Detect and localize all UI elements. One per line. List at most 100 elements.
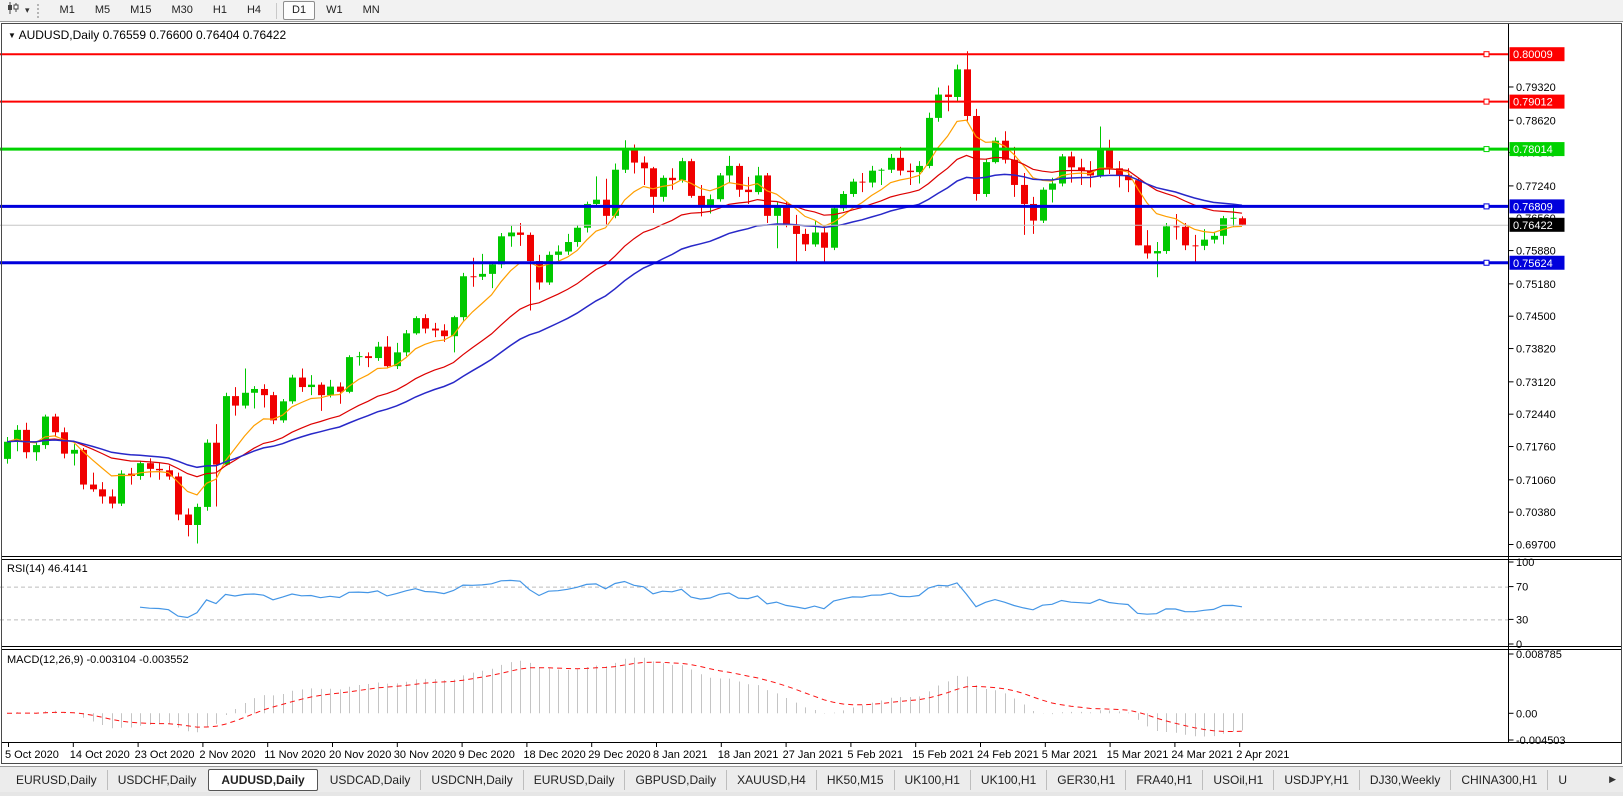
price-axis-tick: 0.75180 — [1516, 279, 1556, 291]
timeframe-button-m15[interactable]: M15 — [130, 4, 152, 16]
macd-histogram — [17, 657, 1243, 737]
price-line-label: 0.75624 — [1513, 258, 1553, 270]
timeframe-button-m1[interactable]: M1 — [59, 4, 75, 16]
line-handle[interactable] — [1483, 203, 1490, 210]
rsi-header: RSI(14) 46.4141 — [7, 563, 88, 575]
time-axis-label: 5 Mar 2021 — [1042, 749, 1098, 761]
price-axis-tick: 0.71760 — [1516, 442, 1556, 454]
macd-axis-tick: -0.004503 — [1516, 735, 1566, 747]
toolbar-separator — [276, 2, 278, 19]
symbol-tab-usoil-13[interactable]: USOil,H1 — [1202, 769, 1273, 790]
macd-header: MACD(12,26,9) -0.003104 -0.003552 — [7, 654, 189, 666]
price-axis-tick: 0.71060 — [1516, 475, 1556, 487]
time-axis-label: 24 Feb 2021 — [977, 749, 1039, 761]
timeframe-button-h1[interactable]: H1 — [212, 4, 227, 16]
symbol-tab-usdchf-1[interactable]: USDCHF,Daily — [106, 769, 207, 790]
time-axis-label: 5 Feb 2021 — [847, 749, 903, 761]
time-axis-label: 18 Dec 2020 — [523, 749, 585, 761]
rsi-axis-tick: 100 — [1516, 557, 1534, 569]
symbol-tab-dj30-15[interactable]: DJ30,Weekly — [1358, 769, 1450, 790]
timeframe-buttons: M1 M5 M15 M30 H1 H4 D1 W1 MN — [50, 1, 390, 20]
timeframe-button-mn[interactable]: MN — [362, 4, 380, 16]
time-axis-label: 30 Nov 2020 — [394, 749, 456, 761]
rsi-axis-tick: 0 — [1516, 639, 1522, 651]
collapse-triangle-icon[interactable]: ▼ — [8, 31, 16, 40]
time-axis-label: 8 Jan 2021 — [653, 749, 707, 761]
price-line-label: 0.79012 — [1513, 97, 1553, 109]
chart-type-button[interactable] — [4, 2, 22, 19]
symbol-tab-u-17[interactable]: U — [1547, 769, 1577, 790]
tab-scroll-right-icon[interactable]: ▶ — [1609, 774, 1616, 784]
price-line-label: 0.76809 — [1513, 201, 1553, 213]
ma-slow-line — [6, 173, 1243, 469]
symbol-tab-ger30-11[interactable]: GER30,H1 — [1046, 769, 1125, 790]
symbol-tab-usdjpy-14[interactable]: USDJPY,H1 — [1273, 769, 1358, 790]
price-axis-tick: 0.73120 — [1516, 377, 1556, 389]
macd-axis[interactable]: 0.008785 0.00 -0.004503 — [1508, 649, 1566, 747]
price-axis-tick: 0.74500 — [1516, 311, 1556, 323]
timeframe-button-m30[interactable]: M30 — [171, 4, 193, 16]
line-handle[interactable] — [1483, 98, 1490, 105]
symbol-tab-usdcad-3[interactable]: USDCAD,Daily — [329, 772, 411, 787]
toolbar-grip — [36, 3, 44, 18]
timeframe-button-d1[interactable]: D1 — [283, 1, 316, 20]
symbol-tab-hk50-8[interactable]: HK50,M15 — [815, 769, 894, 790]
price-axis-tick: 0.73820 — [1516, 344, 1556, 356]
line-handle[interactable] — [1483, 51, 1490, 58]
time-axis-label: 24 Mar 2021 — [1171, 749, 1233, 761]
time-axis-label: 20 Nov 2020 — [329, 749, 391, 761]
chart-ohlc-values: 0.76559 0.76600 0.76404 0.76422 — [102, 28, 287, 42]
timeframe-button-m5[interactable]: M5 — [94, 4, 111, 16]
macd-signal-line — [6, 661, 1243, 733]
time-axis-label: 11 Nov 2020 — [264, 749, 326, 761]
symbol-tab-eurusd-5[interactable]: EURUSD,Daily — [522, 769, 625, 790]
candlesticks — [4, 51, 1246, 544]
symbol-tab-uk100-9[interactable]: UK100,H1 — [893, 769, 970, 790]
time-axis-label: 2 Nov 2020 — [199, 749, 255, 761]
time-axis-label: 15 Feb 2021 — [912, 749, 974, 761]
timeframe-button-w1[interactable]: W1 — [326, 4, 343, 16]
macd-axis-tick: 0.008785 — [1516, 649, 1562, 661]
symbol-tab-china300-16[interactable]: CHINA300,H1 — [1450, 769, 1547, 790]
status-strip — [0, 792, 1623, 796]
rsi-axis[interactable]: 100 70 30 0 — [1508, 557, 1535, 651]
timeframe-button-h4[interactable]: H4 — [246, 4, 262, 16]
time-axis[interactable]: 5 Oct 2020 14 Oct 2020 23 Oct 2020 2 Nov 20… — [5, 742, 1289, 761]
chevron-down-icon[interactable]: ▾ — [25, 5, 30, 15]
symbol-tab-fra40-12[interactable]: FRA40,H1 — [1125, 769, 1202, 790]
price-axis[interactable]: 0.793200.786200.779400.772400.765600.758… — [1508, 82, 1556, 552]
chart-canvas[interactable]: 0.793200.786200.779400.772400.765600.758… — [0, 22, 1623, 766]
rsi-level-lines — [0, 586, 1508, 621]
panel-borders — [1, 23, 1622, 764]
rsi-line — [139, 579, 1243, 619]
price-axis-tick: 0.70380 — [1516, 507, 1556, 519]
time-axis-label: 23 Oct 2020 — [135, 749, 195, 761]
line-handle[interactable] — [1483, 146, 1490, 153]
chart-title: ▼ AUDUSD,Daily 0.76559 0.76600 0.76404 0… — [8, 28, 286, 42]
symbol-tab-audusd-2[interactable]: AUDUSD,Daily — [208, 768, 318, 791]
time-axis-label: 27 Jan 2021 — [783, 749, 844, 761]
line-handle[interactable] — [1483, 259, 1490, 266]
price-axis-tick: 0.75880 — [1516, 246, 1556, 258]
time-axis-label: 29 Dec 2020 — [588, 749, 650, 761]
time-axis-label: 14 Oct 2020 — [70, 749, 130, 761]
price-line-label: 0.76422 — [1513, 220, 1553, 232]
chart-window[interactable]: 0.793200.786200.779400.772400.765600.758… — [0, 22, 1623, 766]
time-axis-label: 5 Oct 2020 — [5, 749, 59, 761]
price-axis-tick: 0.72440 — [1516, 409, 1556, 421]
time-axis-label: 9 Dec 2020 — [459, 749, 515, 761]
symbol-tab-uk100-10[interactable]: UK100,H1 — [969, 769, 1046, 790]
symbol-tab-eurusd-0[interactable]: EURUSD,Daily — [16, 772, 97, 787]
time-axis-label: 18 Jan 2021 — [718, 749, 779, 761]
timeframe-toolbar: ▾ M1 M5 M15 M30 H1 H4 D1 W1 MN — [0, 0, 1623, 22]
price-line-label: 0.80009 — [1513, 49, 1553, 61]
time-axis-label: 2 Apr 2021 — [1236, 749, 1289, 761]
symbol-tab-bar: EURUSD,Daily USDCHF,Daily AUDUSD,Daily USDC… — [0, 766, 1623, 792]
ma-medium-line — [6, 154, 1243, 478]
symbol-tab-xauusd-7[interactable]: XAUUSD,H4 — [726, 769, 816, 790]
symbol-tab-usdcnh-4[interactable]: USDCNH,Daily — [420, 769, 522, 790]
horizontal-lines — [0, 51, 1508, 266]
symbol-tab-gbpusd-6[interactable]: GBPUSD,Daily — [624, 769, 726, 790]
time-axis-label: 15 Mar 2021 — [1107, 749, 1169, 761]
